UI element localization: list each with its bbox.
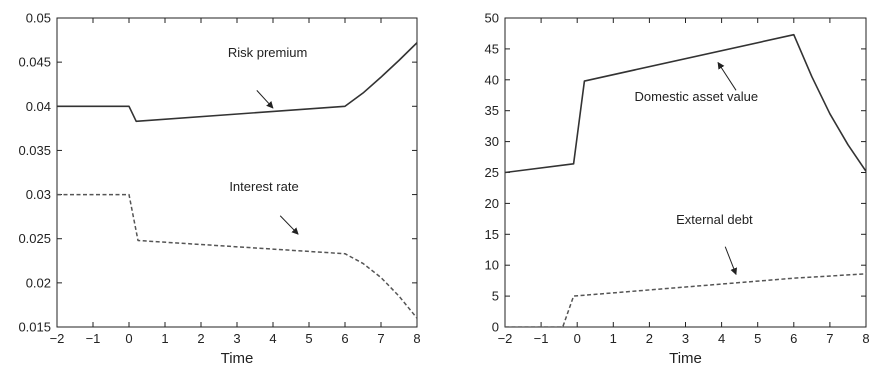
x-tick-label: 3 xyxy=(682,331,689,346)
annotation-label: Risk premium xyxy=(228,45,307,60)
x-tick-label: 0 xyxy=(574,331,581,346)
annotation-arrow xyxy=(256,90,274,109)
y-tick-label: 0 xyxy=(492,320,499,335)
x-axis-label: Time xyxy=(221,350,254,367)
x-tick-label: 1 xyxy=(610,331,617,346)
x-tick-label: −2 xyxy=(498,331,513,346)
x-tick-label: 8 xyxy=(413,331,420,346)
x-tick-label: −2 xyxy=(50,331,65,346)
x-tick-label: 4 xyxy=(269,331,276,346)
y-tick-label: 35 xyxy=(485,103,499,118)
x-tick-label: 5 xyxy=(305,331,312,346)
annotation-label: External debt xyxy=(676,212,753,227)
y-tick-label: 25 xyxy=(485,165,499,180)
y-tick-label: 0.02 xyxy=(26,275,51,290)
x-axis-label: Time xyxy=(669,350,702,367)
x-tick-label: 7 xyxy=(826,331,833,346)
x-tick-label: −1 xyxy=(534,331,549,346)
plot-frame xyxy=(56,17,418,328)
x-tick-label: 2 xyxy=(197,331,204,346)
x-tick-label: 5 xyxy=(754,331,761,346)
y-tick-label: 45 xyxy=(485,41,499,56)
x-tick-label: 6 xyxy=(341,331,348,346)
x-tick-label: 1 xyxy=(161,331,168,346)
y-tick-label: 0.03 xyxy=(26,187,51,202)
y-tick-label: 15 xyxy=(485,227,499,242)
series-line-external-debt xyxy=(505,273,866,327)
x-tick-label: 8 xyxy=(862,331,869,346)
x-tick-label: 3 xyxy=(233,331,240,346)
series-line-interest-rate xyxy=(57,193,417,319)
series-line-risk-premium xyxy=(57,42,417,123)
annotation-arrow xyxy=(724,246,738,276)
y-tick-label: 50 xyxy=(485,11,499,26)
x-tick-label: 2 xyxy=(646,331,653,346)
series-line-domestic-asset-value xyxy=(505,33,866,174)
annotation-label: Domestic asset value xyxy=(635,89,759,104)
y-tick-label: 0.04 xyxy=(26,99,51,114)
annotation-label: Interest rate xyxy=(229,179,298,194)
left-chart-panel: −2 −1 0 1 2 3 4 5 6 7 8 0.015 0.02 0.025 0.03 0.035 0.04… xyxy=(18,11,420,368)
y-tick-label: 0.045 xyxy=(18,55,51,70)
right-chart-panel: −2 −1 0 1 2 3 4 5 6 7 805101520253035404550TimeDom… xyxy=(485,11,870,368)
y-tick-label: 0.035 xyxy=(18,143,51,158)
x-tick-label: 4 xyxy=(718,331,725,346)
y-tick-label: 20 xyxy=(485,196,499,211)
plot-frame xyxy=(504,17,867,328)
annotation-arrow xyxy=(717,61,737,91)
y-tick-label: 40 xyxy=(485,72,499,87)
y-tick-label: 5 xyxy=(492,289,499,304)
y-tick-label: 10 xyxy=(485,258,499,273)
y-tick-label: 0.025 xyxy=(18,231,51,246)
annotation-arrow xyxy=(279,215,299,235)
x-tick-label: 6 xyxy=(790,331,797,346)
x-tick-label: 0 xyxy=(125,331,132,346)
y-tick-label: 30 xyxy=(485,134,499,149)
x-tick-label: −1 xyxy=(86,331,101,346)
y-tick-label: 0.05 xyxy=(26,11,51,26)
y-tick-label: 0.015 xyxy=(18,320,51,335)
x-tick-label: 7 xyxy=(377,331,384,346)
